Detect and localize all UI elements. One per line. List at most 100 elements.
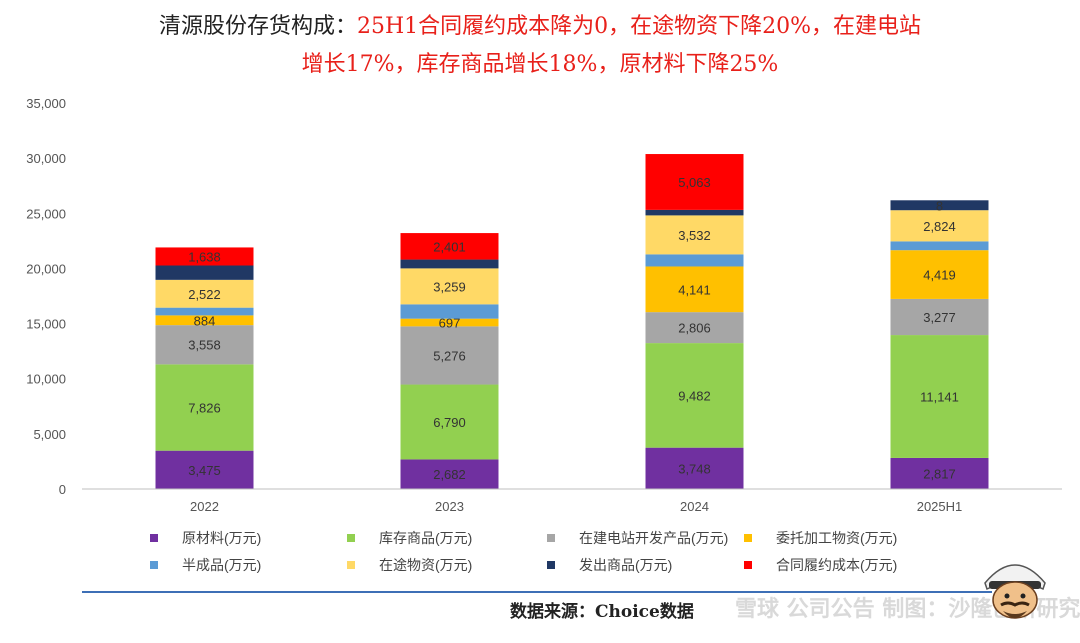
bar-segment bbox=[645, 312, 744, 344]
bar-segment bbox=[890, 241, 989, 251]
legend-label: 库存商品(万元) bbox=[379, 530, 473, 546]
legend-swatch bbox=[547, 534, 555, 542]
bar-data-label: 8 bbox=[936, 198, 943, 213]
x-tick-label: 2025H1 bbox=[917, 499, 963, 514]
legend-swatch bbox=[150, 561, 158, 569]
bar-data-label: 2,824 bbox=[923, 219, 956, 234]
legend-label: 在建电站开发产品(万元) bbox=[579, 530, 729, 546]
bar-segment bbox=[645, 343, 744, 448]
y-tick-label: 10,000 bbox=[26, 372, 66, 387]
bar-segment bbox=[400, 268, 499, 305]
bar-data-label: 6,790 bbox=[433, 415, 466, 430]
bar-segment bbox=[400, 259, 499, 269]
bar-segment bbox=[155, 325, 254, 365]
x-tick-label: 2022 bbox=[190, 499, 219, 514]
legend-swatch bbox=[347, 534, 355, 542]
title-prefix: 清源股份存货构成： bbox=[158, 14, 357, 39]
bar-data-label: 7,826 bbox=[188, 401, 221, 416]
bar-data-label: 11,141 bbox=[920, 389, 959, 404]
bar-data-label: 4,419 bbox=[923, 268, 956, 283]
legend-label: 合同履约成本(万元) bbox=[776, 557, 898, 573]
bar-segment bbox=[400, 459, 499, 489]
legend-label: 原材料(万元) bbox=[182, 530, 262, 546]
legend-label: 发出商品(万元) bbox=[579, 557, 673, 573]
bar-segment bbox=[155, 315, 254, 326]
bar-segment bbox=[890, 210, 989, 242]
legend-item: 原材料(万元) bbox=[150, 527, 261, 549]
bar-segment bbox=[645, 154, 744, 210]
legend-label: 委托加工物资(万元) bbox=[776, 530, 898, 546]
bar-data-label: 3,748 bbox=[678, 461, 711, 476]
bar-segment bbox=[890, 200, 989, 211]
bar-data-label: 1,638 bbox=[188, 249, 221, 264]
bar-segment bbox=[890, 335, 989, 458]
y-tick-label: 30,000 bbox=[26, 151, 66, 166]
bar-segment bbox=[400, 318, 499, 327]
bar-data-label: 697 bbox=[439, 316, 461, 331]
legend-item: 库存商品(万元) bbox=[347, 527, 472, 549]
legend-item: 委托加工物资(万元) bbox=[744, 527, 897, 549]
bar-data-label: 884 bbox=[194, 313, 216, 328]
bar-data-label: 3,475 bbox=[188, 463, 221, 478]
bar-segment bbox=[400, 384, 499, 460]
bar-data-label: 5,063 bbox=[678, 175, 711, 190]
bar-segment bbox=[155, 307, 254, 316]
bar-segment bbox=[400, 304, 499, 319]
bar-segment bbox=[400, 233, 499, 260]
legend-swatch bbox=[347, 561, 355, 569]
bar-data-label: 3,532 bbox=[678, 228, 711, 243]
bar-data-label: 3,277 bbox=[923, 310, 956, 325]
title-line-2: 增长17%，库存商品增长18%，原材料下降25% bbox=[0, 46, 1080, 84]
bar-data-label: 2,401 bbox=[433, 239, 466, 254]
bar-segment bbox=[890, 457, 989, 489]
y-tick-label: 25,000 bbox=[26, 206, 66, 221]
title-highlight-1: 25H1合同履约成本降为0，在途物资下降20%，在建电站 bbox=[356, 14, 922, 39]
title-highlight-2: 增长17%，库存商品增长18%，原材料下降25% bbox=[301, 52, 779, 77]
bar-segment bbox=[645, 447, 744, 489]
x-tick-label: 2023 bbox=[435, 499, 464, 514]
bar-segment bbox=[890, 250, 989, 299]
bar-data-label: 9,482 bbox=[678, 388, 711, 403]
y-tick-label: 15,000 bbox=[26, 317, 66, 332]
y-tick-label: 35,000 bbox=[26, 96, 66, 111]
data-source: 数据来源：Choice数据 bbox=[510, 602, 694, 622]
y-tick-label: 5,000 bbox=[33, 427, 66, 442]
bar-data-label: 3,558 bbox=[188, 338, 221, 353]
footer-divider bbox=[82, 591, 992, 593]
legend-swatch bbox=[547, 561, 555, 569]
bar-segment bbox=[890, 298, 989, 336]
bar-data-label: 2,817 bbox=[923, 466, 956, 481]
legend-label: 在途物资(万元) bbox=[379, 557, 473, 573]
y-tick-label: 0 bbox=[59, 482, 66, 497]
title-line-1: 清源股份存货构成：25H1合同履约成本降为0，在途物资下降20%，在建电站 bbox=[0, 8, 1080, 46]
legend-item: 合同履约成本(万元) bbox=[744, 554, 897, 576]
bar-data-label: 5,276 bbox=[433, 348, 466, 363]
bar-segment bbox=[155, 364, 254, 451]
legend-item: 发出商品(万元) bbox=[547, 554, 672, 576]
bar-segment bbox=[155, 247, 254, 266]
bar-segment bbox=[645, 215, 744, 255]
bar-segment bbox=[155, 450, 254, 489]
bar-segment bbox=[645, 254, 744, 267]
bar-data-label: 2,522 bbox=[188, 287, 221, 302]
legend-label: 半成品(万元) bbox=[182, 557, 262, 573]
legend-swatch bbox=[744, 534, 752, 542]
bar-data-label: 3,259 bbox=[433, 279, 466, 294]
bar-data-label: 2,806 bbox=[678, 321, 711, 336]
bar-segment bbox=[155, 265, 254, 280]
x-tick-label: 2024 bbox=[680, 499, 709, 514]
mascot-icon bbox=[984, 564, 1046, 619]
bar-segment bbox=[400, 326, 499, 385]
chart-title: 清源股份存货构成：25H1合同履约成本降为0，在途物资下降20%，在建电站 增长… bbox=[0, 8, 1080, 84]
bar-segment bbox=[645, 209, 744, 216]
legend-item: 在建电站开发产品(万元) bbox=[547, 527, 728, 549]
y-tick-label: 20,000 bbox=[26, 261, 66, 276]
legend-swatch bbox=[150, 534, 158, 542]
legend-item: 在途物资(万元) bbox=[347, 554, 472, 576]
bar-data-label: 2,682 bbox=[433, 467, 466, 482]
legend-item: 半成品(万元) bbox=[150, 554, 261, 576]
bar-segment bbox=[645, 266, 744, 313]
legend-swatch bbox=[744, 561, 752, 569]
bar-data-label: 4,141 bbox=[678, 282, 711, 297]
